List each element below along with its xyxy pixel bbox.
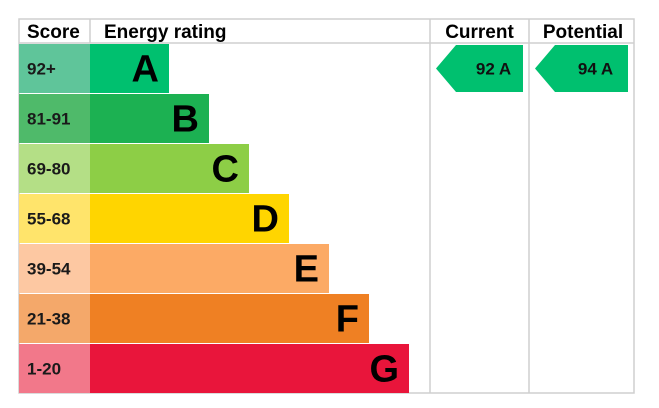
current-rating-label: 92 A <box>476 60 511 79</box>
band-bar-a <box>90 44 169 93</box>
score-cell-g <box>19 344 90 393</box>
score-header: Score <box>27 22 80 43</box>
band-letter-g: G <box>369 349 399 391</box>
score-cell-d <box>19 194 90 243</box>
band-bar-d <box>90 194 289 243</box>
band-bar-e <box>90 244 329 293</box>
band-letter-f: F <box>336 299 359 341</box>
band-letter-e: E <box>294 249 319 291</box>
score-range-b: 81-91 <box>27 110 70 129</box>
rating-bands: 92+ A 81-91 B 69-80 C 55-68 D 39-54 E 21-38 F 1-20 G <box>19 44 409 393</box>
band-letter-d: D <box>252 199 279 241</box>
score-cell-b <box>19 94 90 143</box>
band-bar-f <box>90 294 369 343</box>
current-arrow <box>436 45 523 92</box>
rating-indicators: 92 A 94 A <box>436 45 628 92</box>
band-letter-b: B <box>172 99 199 141</box>
band-bar-c <box>90 144 249 193</box>
score-range-e: 39-54 <box>27 260 71 279</box>
band-bar-g <box>90 344 409 393</box>
potential-arrow <box>535 45 628 92</box>
score-range-d: 55-68 <box>27 210 70 229</box>
potential-rating-label: 94 A <box>578 60 613 79</box>
score-range-c: 69-80 <box>27 160 70 179</box>
energy-rating-header: Energy rating <box>104 22 226 43</box>
score-range-g: 1-20 <box>27 360 61 379</box>
band-bar-b <box>90 94 209 143</box>
score-cell-f <box>19 294 90 343</box>
score-cell-c <box>19 144 90 193</box>
score-cell-a <box>19 44 90 93</box>
score-cell-e <box>19 244 90 293</box>
band-letter-a: A <box>132 49 159 91</box>
score-range-f: 21-38 <box>27 310 70 329</box>
potential-header: Potential <box>543 22 623 43</box>
current-header: Current <box>445 22 514 43</box>
score-range-a: 92+ <box>27 60 56 79</box>
band-letter-c: C <box>212 149 239 191</box>
